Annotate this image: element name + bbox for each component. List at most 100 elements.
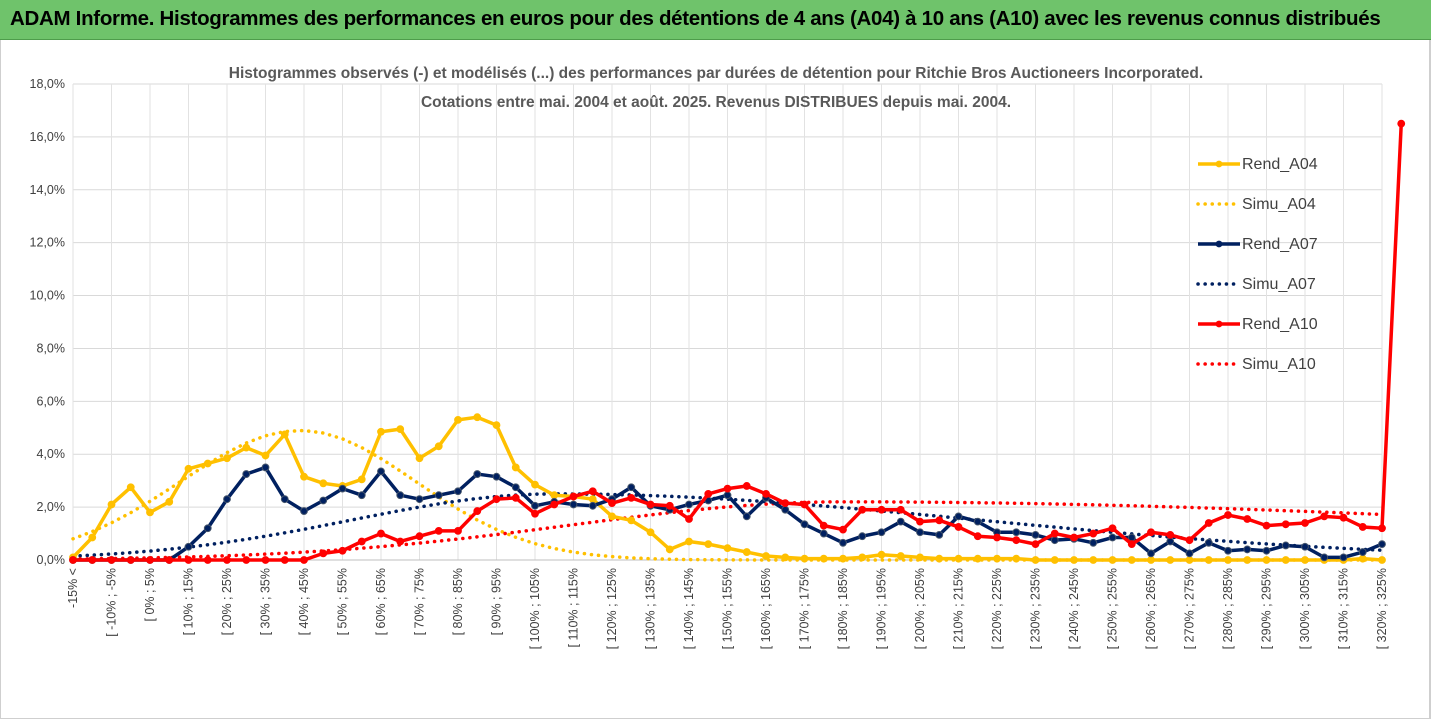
- legend-item-simu-a04: Simu_A04: [1196, 196, 1316, 213]
- legend-marker: [1215, 240, 1223, 248]
- data-point: [1320, 512, 1329, 521]
- data-point: [665, 501, 674, 510]
- data-point: [839, 525, 847, 534]
- y-tick-label: 16,0%: [30, 130, 65, 144]
- data-point: [1262, 521, 1271, 530]
- data-point: [319, 496, 328, 505]
- data-point: [434, 442, 443, 451]
- legend-label: Rend_A07: [1242, 236, 1318, 253]
- data-point: [531, 480, 539, 489]
- chart-title-line-1: Histogrammes observés (-) et modélisés (…: [229, 65, 1203, 82]
- data-point: [88, 556, 97, 564]
- data-point: [1012, 528, 1021, 537]
- series-rend-a04: [69, 413, 1386, 564]
- data-point: [203, 524, 212, 533]
- data-point: [300, 472, 308, 481]
- x-tick-label: [ 180% ; 185%: [836, 568, 850, 649]
- data-point: [203, 556, 212, 564]
- data-point: [1185, 536, 1194, 545]
- data-point: [184, 556, 193, 564]
- data-point: [1281, 556, 1290, 564]
- data-point: [1089, 538, 1098, 547]
- data-point: [762, 489, 770, 498]
- data-point: [1301, 519, 1309, 527]
- data-point: [261, 463, 270, 472]
- x-tick-label: [ 110% ; 115%: [567, 568, 581, 647]
- data-point: [203, 459, 212, 468]
- data-point: [1108, 556, 1117, 564]
- data-point: [107, 556, 116, 564]
- report-banner: ADAM Informe. Histogrammes des performan…: [0, 0, 1431, 40]
- data-point: [1108, 533, 1117, 542]
- data-point: [1185, 549, 1194, 558]
- data-point: [762, 552, 770, 560]
- x-tick-label: [ 50% ; 55%: [336, 568, 350, 635]
- data-point: [723, 491, 732, 500]
- data-point: [473, 507, 482, 515]
- data-point: [935, 516, 944, 525]
- legend-item-rend-a04: Rend_A04: [1198, 156, 1318, 173]
- data-point: [126, 483, 135, 492]
- data-point: [415, 454, 424, 463]
- data-point: [608, 499, 616, 508]
- data-point: [800, 520, 809, 529]
- x-tick-label: [ 280% ; 285%: [1221, 568, 1235, 649]
- x-tick-label: [ 30% ; 35%: [259, 568, 273, 635]
- data-point: [550, 500, 559, 509]
- data-point: [184, 542, 193, 551]
- data-point: [242, 443, 251, 452]
- data-point: [588, 501, 597, 510]
- data-point: [993, 554, 1001, 563]
- data-point: [492, 495, 501, 504]
- x-tick-label: [ 90% ; 95%: [490, 568, 504, 635]
- chart-area: 0,0% 2,0% 4,0% 6,0% 8,0% 10,0% 12,0% 14,0% 16,0%…: [0, 40, 1431, 719]
- series-line: [71, 492, 1384, 558]
- x-tick-label: [ -10% ; -5%: [105, 568, 119, 637]
- data-point: [1224, 546, 1232, 555]
- data-point: [319, 479, 328, 488]
- grid-layer: [72, 83, 1383, 561]
- data-point: [319, 549, 328, 558]
- data-point: [704, 540, 713, 549]
- y-tick-label: 18,0%: [30, 77, 65, 91]
- data-point: [396, 537, 405, 546]
- data-point: [357, 491, 366, 500]
- x-tick-label: [ 290% ; 295%: [1260, 568, 1274, 649]
- data-point: [1166, 530, 1175, 539]
- x-tick-label: [ 270% ; 275%: [1183, 568, 1197, 649]
- data-point: [877, 505, 886, 514]
- chart-title-line-2: Cotations entre mai. 2004 et août. 2025.…: [421, 94, 1011, 111]
- data-point: [1031, 530, 1040, 539]
- data-point: [685, 537, 693, 546]
- data-point: [146, 508, 154, 517]
- data-point: [531, 509, 539, 518]
- legend-label: Rend_A04: [1242, 156, 1318, 173]
- data-point: [338, 484, 347, 493]
- x-tick-label: [ 160% ; 165%: [759, 568, 773, 649]
- data-point: [819, 554, 828, 563]
- data-point: [280, 495, 289, 504]
- data-point: [1243, 545, 1252, 554]
- data-point: [357, 537, 366, 546]
- x-tick-label: [ 230% ; 235%: [1029, 568, 1043, 649]
- data-point: [1281, 541, 1290, 550]
- x-tick-label: [ 260% ; 265%: [1144, 568, 1158, 649]
- data-point: [569, 500, 578, 509]
- data-point: [742, 482, 751, 490]
- data-point: [1339, 553, 1348, 562]
- y-tick-label: 0,0%: [37, 553, 66, 567]
- x-tick-label: [ 200% ; 205%: [913, 568, 927, 649]
- series-line: [71, 500, 1384, 561]
- data-point: [877, 528, 886, 537]
- data-point: [1127, 533, 1136, 542]
- data-point: [454, 527, 462, 535]
- data-point: [916, 528, 924, 537]
- data-point: [1224, 556, 1232, 564]
- data-point: [896, 517, 905, 526]
- data-point: [1204, 519, 1213, 527]
- data-point: [1147, 556, 1155, 564]
- chart-svg: 0,0% 2,0% 4,0% 6,0% 8,0% 10,0% 12,0% 14,0% 16,0%…: [30, 65, 1406, 649]
- x-tick-label: [ 0% ; 5%: [143, 568, 157, 622]
- data-point: [1012, 536, 1021, 545]
- x-tick-label: [ 60% ; 65%: [374, 568, 388, 635]
